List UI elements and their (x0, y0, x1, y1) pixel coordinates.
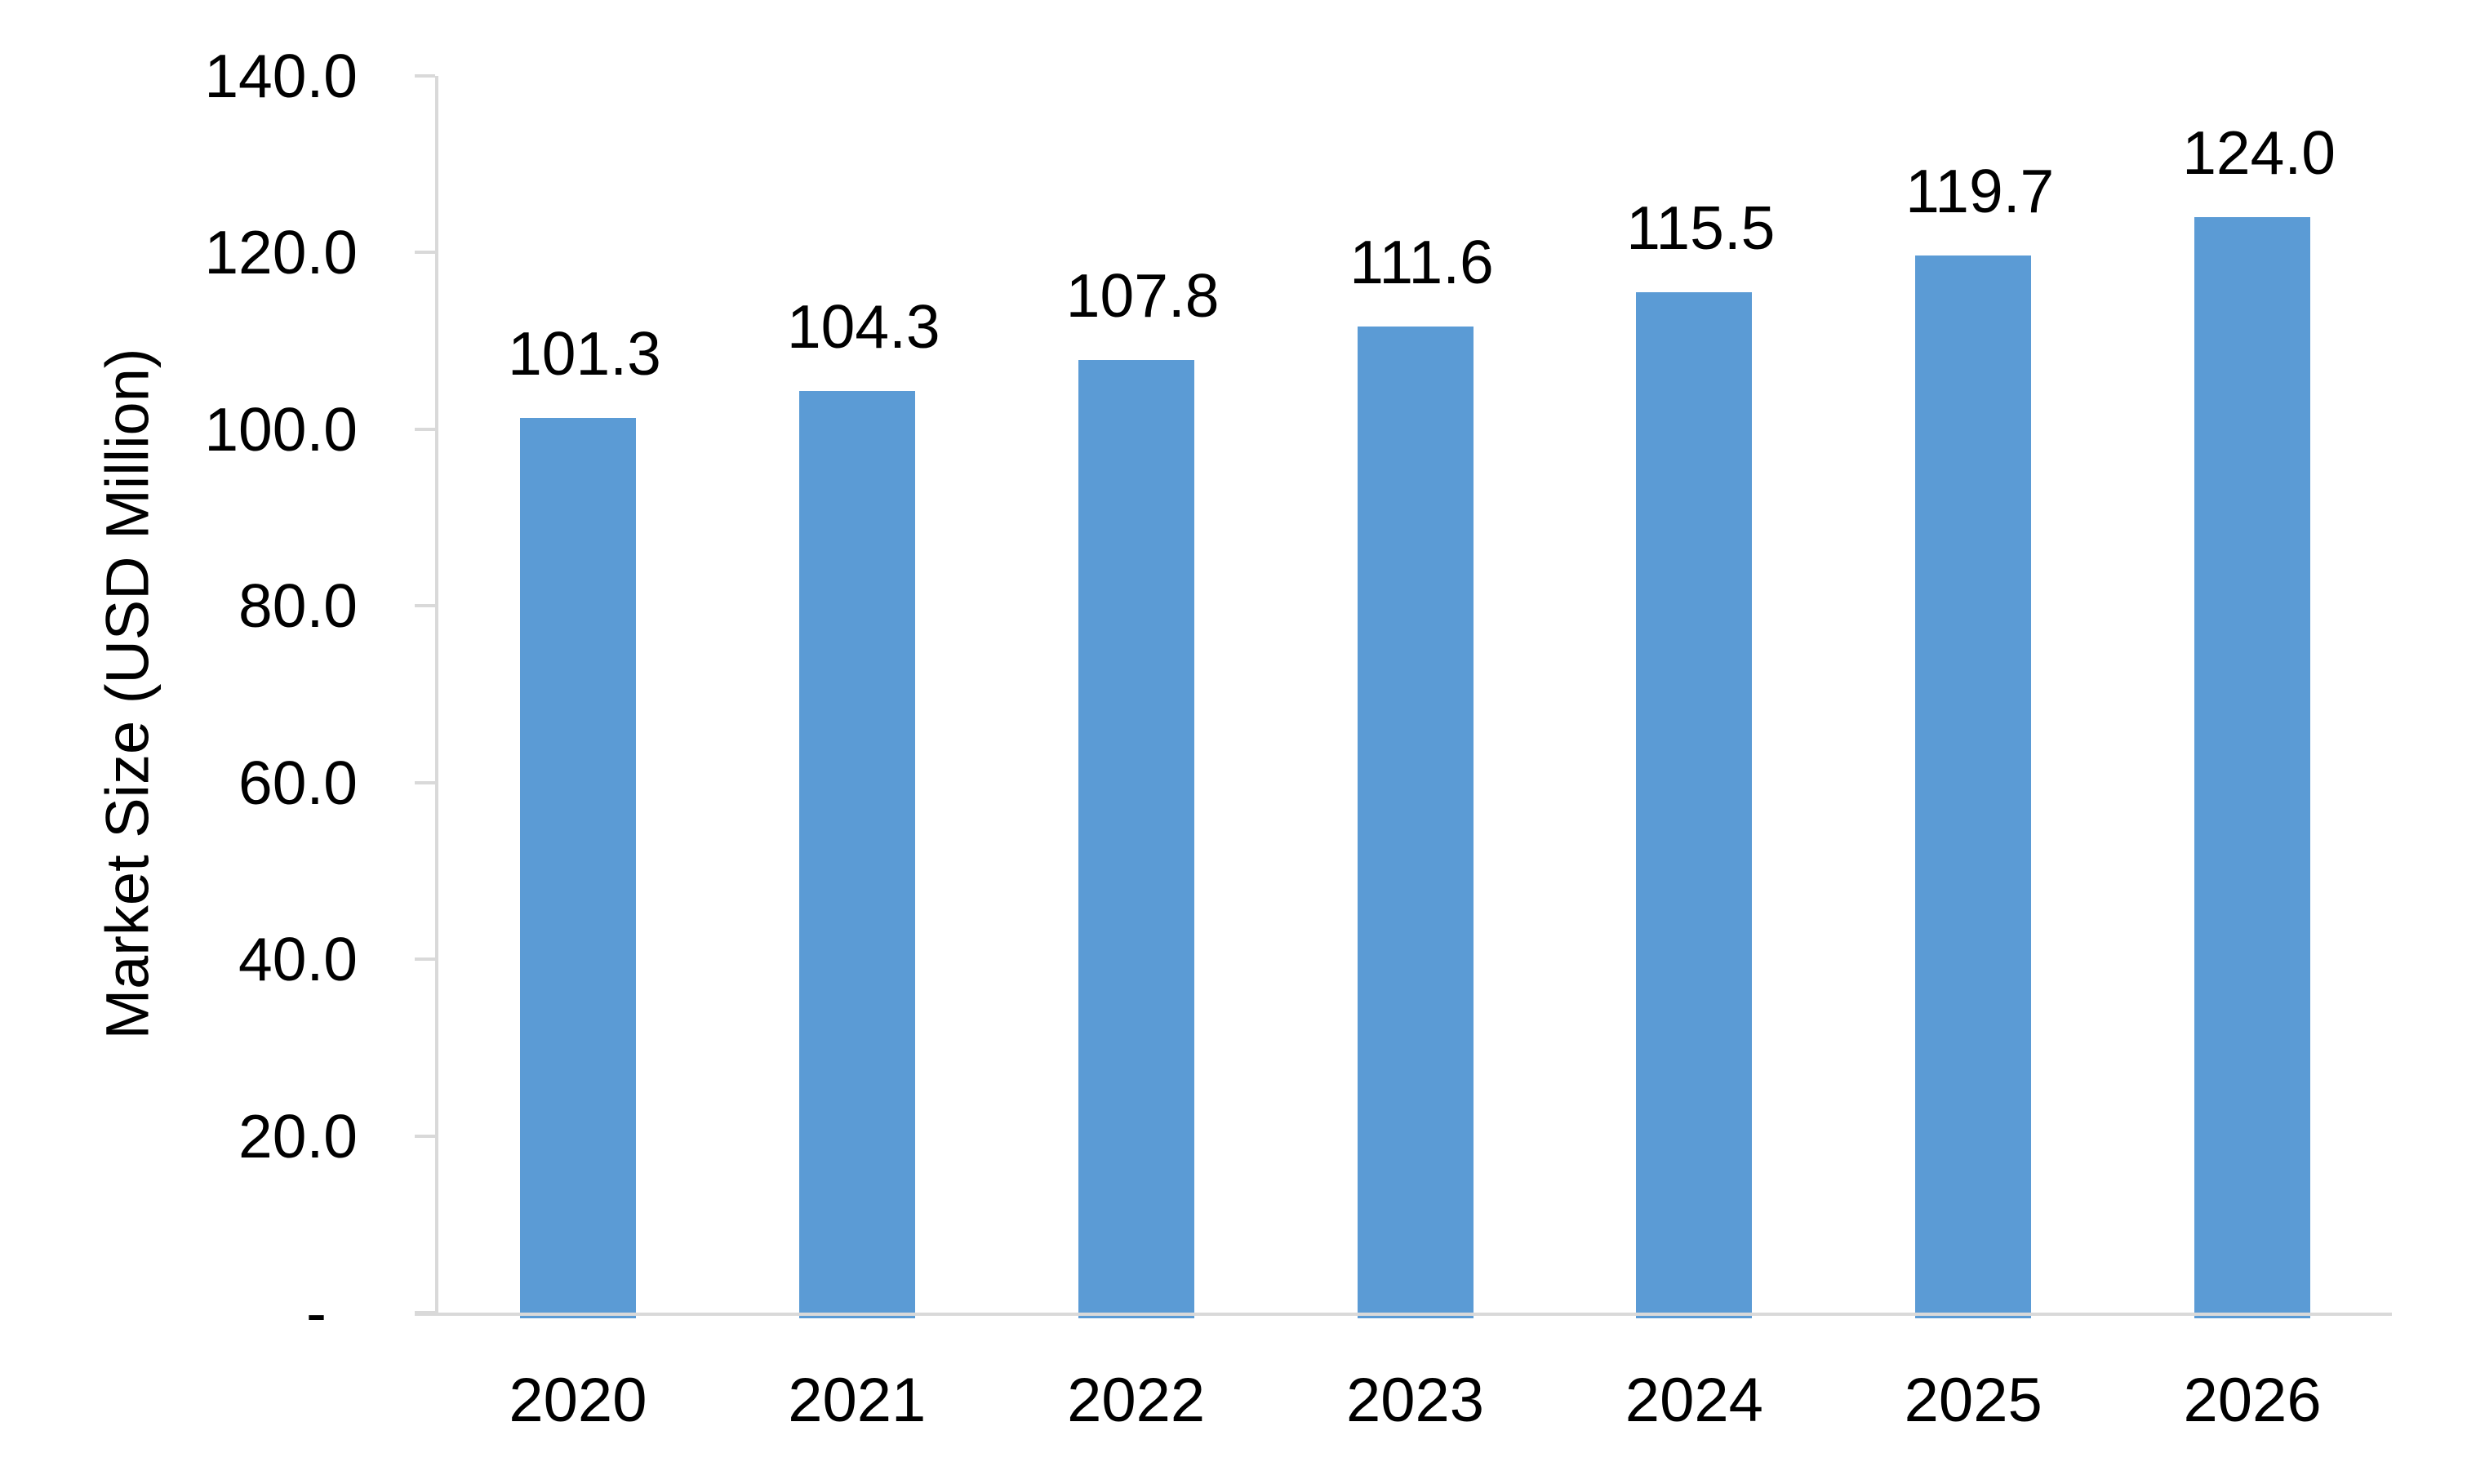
y-axis-tick-label: 120.0 (204, 218, 358, 287)
x-axis-category-label: 2020 (509, 1366, 647, 1435)
y-axis-tick-label: 60.0 (238, 748, 358, 817)
x-axis-category-label: 2022 (1067, 1366, 1206, 1435)
bar-value-label: 111.6 (1349, 228, 1494, 297)
bar-value-label: 107.8 (1065, 261, 1220, 331)
y-axis-tick (415, 427, 435, 431)
y-axis-tick-label: 140.0 (204, 42, 358, 110)
x-axis-category-label: 2023 (1345, 1366, 1485, 1435)
bar-value-label: 119.7 (1905, 156, 2055, 225)
bar-value-label: 104.3 (786, 292, 940, 362)
bar-2023 (1357, 327, 1474, 1318)
bar-2026 (2194, 217, 2311, 1318)
y-axis-tick (415, 780, 435, 784)
y-axis-tick (415, 74, 435, 78)
plot-area: 140.0 120.0 100.0 80.0 60.0 40.0 20.0 - 101.3 202… (204, 43, 2392, 1433)
x-axis-category-label: 2025 (1904, 1366, 2042, 1435)
bar-value-label: 101.3 (508, 318, 661, 388)
y-axis-tick-label: 20.0 (238, 1101, 358, 1171)
bar-2020 (519, 417, 636, 1318)
y-axis-tick (415, 251, 435, 255)
bar-2025 (1915, 255, 2032, 1318)
y-axis-tick (415, 957, 435, 962)
bar-2021 (798, 391, 915, 1318)
y-axis-tick (415, 604, 435, 608)
bar-value-label: 115.5 (1626, 193, 1776, 263)
y-axis-tick-label: 80.0 (238, 571, 358, 641)
x-axis-category-label: 2021 (788, 1366, 927, 1435)
y-axis-tick (415, 1311, 435, 1314)
x-axis-line (415, 1313, 2392, 1316)
bar-value-label: 124.0 (2182, 118, 2336, 188)
y-axis-tick-label: 100.0 (204, 394, 358, 464)
x-axis-category-label: 2024 (1625, 1366, 1763, 1435)
bar-2022 (1078, 360, 1194, 1318)
y-axis-tick (415, 1134, 435, 1138)
x-axis-category-label: 2026 (2183, 1366, 2322, 1435)
bar-2024 (1636, 292, 1753, 1318)
y-axis-line (435, 76, 438, 1316)
y-axis-tick-label: 40.0 (238, 925, 358, 994)
y-axis-tick-label: - (306, 1278, 327, 1347)
